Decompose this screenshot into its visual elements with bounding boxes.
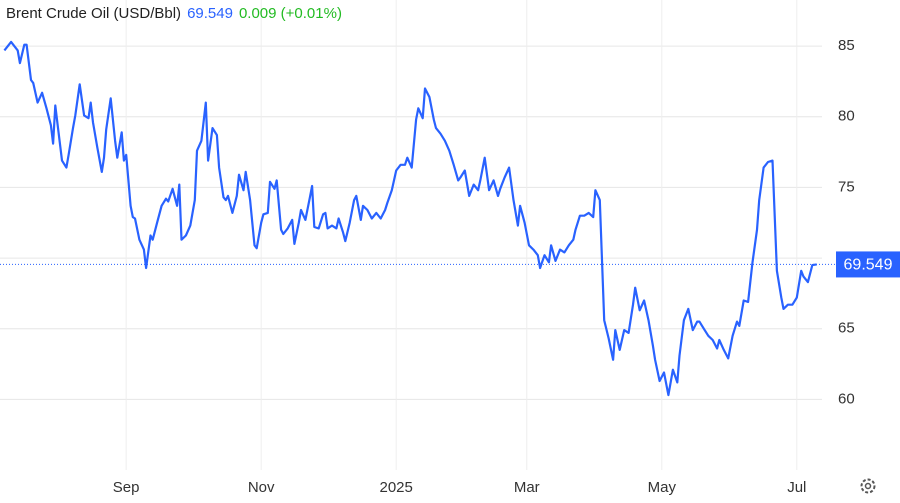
gear-outer (860, 478, 876, 494)
x-tick-label: Nov (248, 479, 275, 496)
y-tick-label: 80 (838, 108, 855, 125)
gear-inner (864, 482, 872, 490)
x-tick-label: Sep (113, 479, 140, 496)
y-tick-label: 60 (838, 390, 855, 407)
x-tick-label: Mar (514, 479, 540, 496)
price: 69.549 (187, 5, 233, 22)
change: 0.009 (+0.01%) (238, 5, 342, 22)
price-line (3, 40, 817, 397)
chart-title: Brent Crude Oil (USD/Bbl) (6, 5, 182, 22)
last-price-label: 69.549 (844, 257, 893, 274)
y-tick-label: 75 (838, 178, 855, 195)
x-tick-label: May (648, 479, 677, 496)
x-tick-label: Jul (787, 479, 806, 496)
header: Brent Crude Oil (USD/Bbl) 69.549 0.009 (+0… (6, 5, 348, 22)
y-tick-label: 85 (838, 37, 855, 54)
last-price-tag (836, 251, 900, 278)
x-tick-label: 2025 (379, 479, 412, 496)
y-tick-label: 65 (838, 320, 855, 337)
settings-icon[interactable] (860, 478, 876, 494)
